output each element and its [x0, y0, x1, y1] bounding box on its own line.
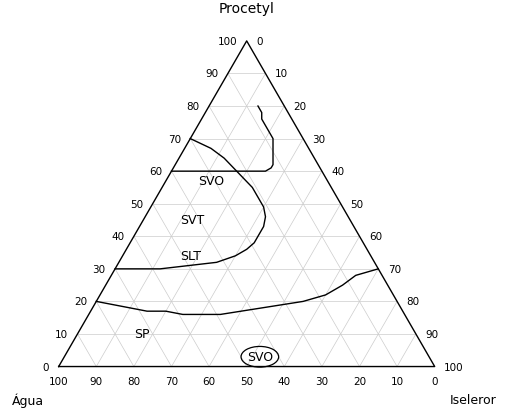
Text: 80: 80 [186, 102, 200, 112]
Text: SVT: SVT [180, 214, 204, 227]
Text: 20: 20 [74, 297, 87, 307]
Text: Iseleror: Iseleror [450, 393, 496, 406]
Text: 90: 90 [425, 329, 438, 339]
Text: 80: 80 [406, 297, 420, 307]
Text: 70: 70 [168, 134, 181, 144]
Text: 10: 10 [55, 329, 68, 339]
Text: 30: 30 [92, 264, 106, 274]
Text: 100: 100 [49, 376, 69, 386]
Text: 30: 30 [315, 376, 329, 386]
Text: SP: SP [134, 328, 149, 341]
Text: SVO: SVO [198, 175, 224, 188]
Text: 10: 10 [275, 69, 288, 79]
Text: 100: 100 [444, 362, 464, 372]
Text: 50: 50 [350, 199, 363, 209]
Text: 0: 0 [431, 376, 438, 386]
Text: 60: 60 [149, 167, 162, 177]
Text: 30: 30 [312, 134, 326, 144]
Text: 40: 40 [111, 232, 124, 242]
Text: 50: 50 [130, 199, 143, 209]
Text: 100: 100 [217, 37, 237, 47]
Text: 40: 40 [278, 376, 291, 386]
Text: 70: 70 [165, 376, 178, 386]
Text: SLT: SLT [180, 250, 201, 263]
Text: 20: 20 [353, 376, 366, 386]
Text: 90: 90 [90, 376, 103, 386]
Text: 70: 70 [388, 264, 401, 274]
Text: SVO: SVO [247, 351, 273, 363]
Text: Procetyl: Procetyl [219, 2, 275, 16]
Text: 0: 0 [256, 37, 263, 47]
Text: 40: 40 [331, 167, 344, 177]
Text: 60: 60 [369, 232, 382, 242]
Text: 20: 20 [294, 102, 307, 112]
Text: 80: 80 [128, 376, 140, 386]
Text: 90: 90 [205, 69, 218, 79]
Text: Água: Água [12, 393, 44, 407]
Text: 10: 10 [391, 376, 404, 386]
Text: 50: 50 [240, 376, 253, 386]
Text: 0: 0 [43, 362, 49, 372]
Text: 60: 60 [203, 376, 216, 386]
